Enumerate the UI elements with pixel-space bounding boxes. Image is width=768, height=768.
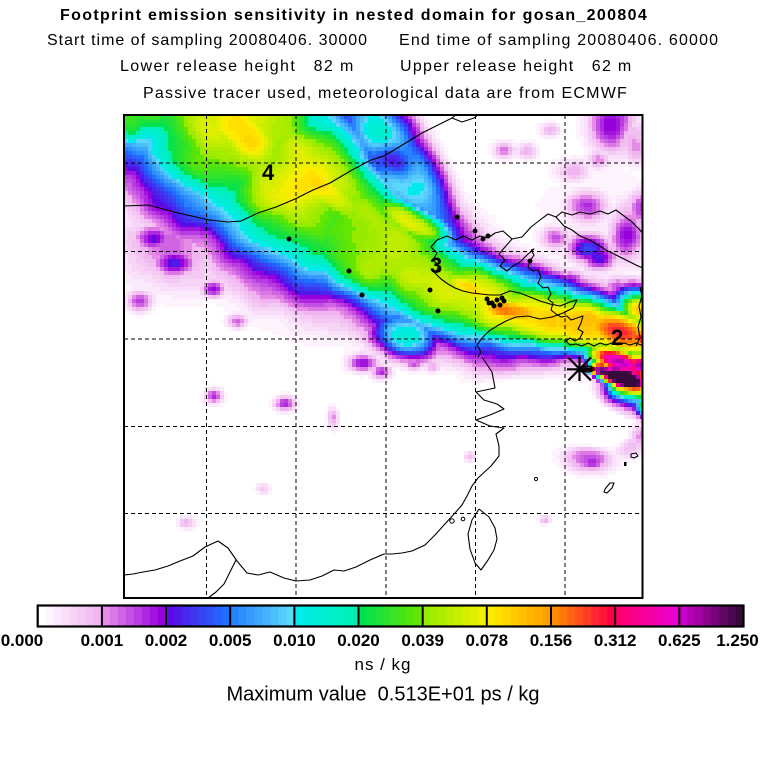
svg-text:Maximum value 0.513E+01 ps /: Maximum value 0.513E+01 ps / kg xyxy=(227,684,540,706)
svg-text:0.020: 0.020 xyxy=(337,631,380,650)
svg-text:0.156: 0.156 xyxy=(530,631,573,650)
svg-text:0.010: 0.010 xyxy=(273,631,316,650)
svg-text:0.005: 0.005 xyxy=(209,631,252,650)
svg-text:4: 4 xyxy=(262,160,275,185)
svg-text:0.039: 0.039 xyxy=(401,631,444,650)
svg-text:0.000: 0.000 xyxy=(1,631,44,650)
svg-text:2: 2 xyxy=(611,325,623,350)
svg-text:3: 3 xyxy=(430,253,442,278)
svg-text:1.250: 1.250 xyxy=(716,631,759,650)
svg-text:0.001: 0.001 xyxy=(81,631,124,650)
svg-text:0.002: 0.002 xyxy=(145,631,188,650)
svg-text:0.078: 0.078 xyxy=(466,631,509,650)
svg-text:0.625: 0.625 xyxy=(658,631,701,650)
svg-text:ns / kg: ns / kg xyxy=(355,655,412,674)
svg-text:0.312: 0.312 xyxy=(594,631,637,650)
